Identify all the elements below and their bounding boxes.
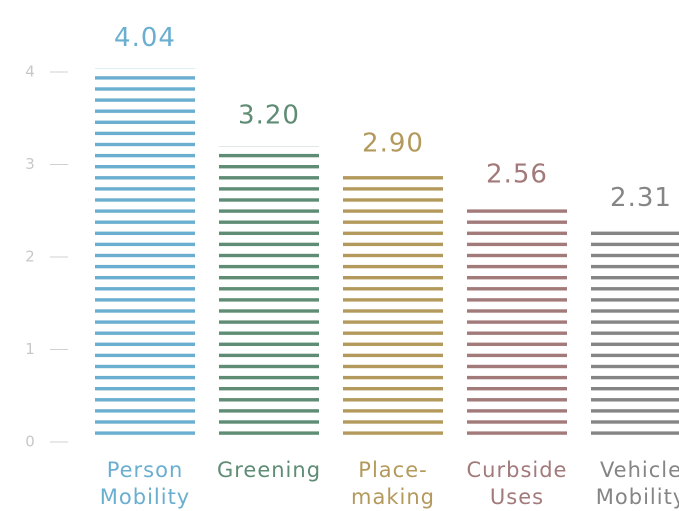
y-tick-label: 2 [25,248,35,266]
value-label: 2.31 [610,183,672,213]
y-tick-label: 1 [25,340,35,358]
value-label: 2.56 [486,160,548,190]
x-tick-label: Uses [490,485,544,509]
x-tick-label: Mobility [596,485,679,509]
value-label: 3.20 [238,101,300,131]
y-tick-label: 3 [25,155,35,173]
y-tick-label: 4 [25,63,35,81]
x-tick-label: Person [107,458,184,482]
x-tick-label: making [351,485,435,509]
x-tick-label: Place- [358,458,427,482]
bar [95,68,195,443]
bar [467,205,567,442]
bar [591,228,679,442]
x-tick-label: Curbside [467,458,568,482]
value-label: 2.90 [362,128,424,158]
x-tick-label: Greening [217,458,321,482]
x-tick-label: Mobility [100,485,190,509]
y-tick-label: 0 [25,433,35,451]
x-tick-label: Vehicle [600,458,679,482]
value-label: 4.04 [114,23,176,53]
bar [343,173,443,442]
bar [219,146,319,442]
